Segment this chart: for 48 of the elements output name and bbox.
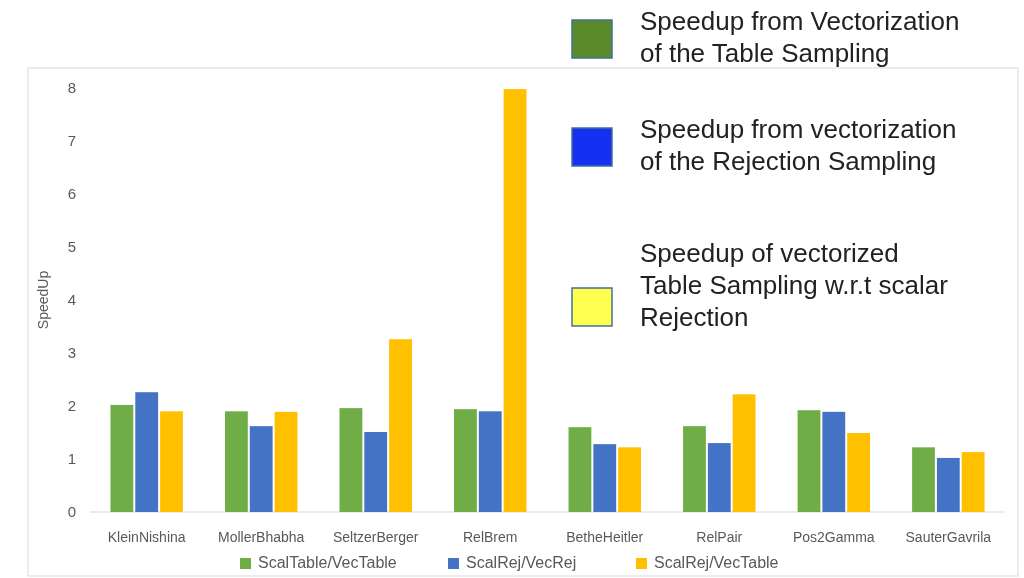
- x-tick-label: RelBrem: [463, 529, 518, 545]
- bar: [135, 392, 159, 512]
- y-axis-title: SpeedUp: [35, 270, 51, 330]
- y-tick-label: 0: [67, 503, 76, 521]
- bar: [593, 444, 617, 512]
- x-tick-label: SeltzerBerger: [332, 529, 419, 545]
- y-tick-label: 8: [67, 79, 76, 97]
- bar: [936, 457, 960, 512]
- legend-label: ScalRej/VecTable: [654, 554, 779, 571]
- bar: [732, 394, 756, 512]
- bar: [274, 411, 298, 512]
- y-tick-label: 5: [67, 238, 76, 256]
- bar: [912, 447, 935, 512]
- y-tick-label: 4: [67, 291, 76, 309]
- bar: [389, 339, 412, 512]
- bar: [961, 452, 985, 512]
- bar: [224, 411, 248, 512]
- bar: [160, 411, 183, 512]
- bar: [364, 431, 388, 512]
- x-tick-label: KleinNishina: [107, 529, 186, 545]
- bar: [568, 427, 592, 512]
- legend-label: ScalTable/VecTable: [258, 554, 397, 571]
- y-tick-label: 2: [67, 397, 76, 415]
- bar: [822, 411, 846, 512]
- annotation: Speedup from vectorization of the Rejection Sampling: [640, 114, 957, 176]
- bar: [454, 409, 477, 512]
- x-tick-label: RelPair: [696, 529, 743, 545]
- bar: [478, 411, 502, 512]
- bar: [847, 433, 871, 512]
- bar: [503, 89, 527, 512]
- y-tick-label: 1: [67, 450, 76, 468]
- x-tick-label: BetheHeitler: [566, 529, 644, 545]
- legend-label: ScalRej/VecRej: [466, 554, 577, 571]
- text: Speedup from Vectorization of the Table Sampling: [640, 6, 960, 68]
- y-tick-label: 7: [67, 132, 76, 150]
- y-tick-label: 6: [67, 185, 76, 203]
- x-tick-label: MollerBhabha: [218, 529, 305, 545]
- bar: [797, 410, 821, 512]
- bar: [249, 426, 273, 512]
- bar: [707, 443, 731, 512]
- bar: [339, 408, 363, 512]
- x-tick-label: SauterGavrila: [905, 529, 992, 545]
- bar: [110, 404, 134, 512]
- annotation: Speedup of vectorized Table Sampling w.r.t scalar Rejection: [640, 238, 949, 332]
- bar: [618, 447, 641, 512]
- x-tick-label: Pos2Gamma: [792, 529, 875, 545]
- bar: [683, 426, 706, 512]
- y-tick-label: 3: [67, 344, 76, 362]
